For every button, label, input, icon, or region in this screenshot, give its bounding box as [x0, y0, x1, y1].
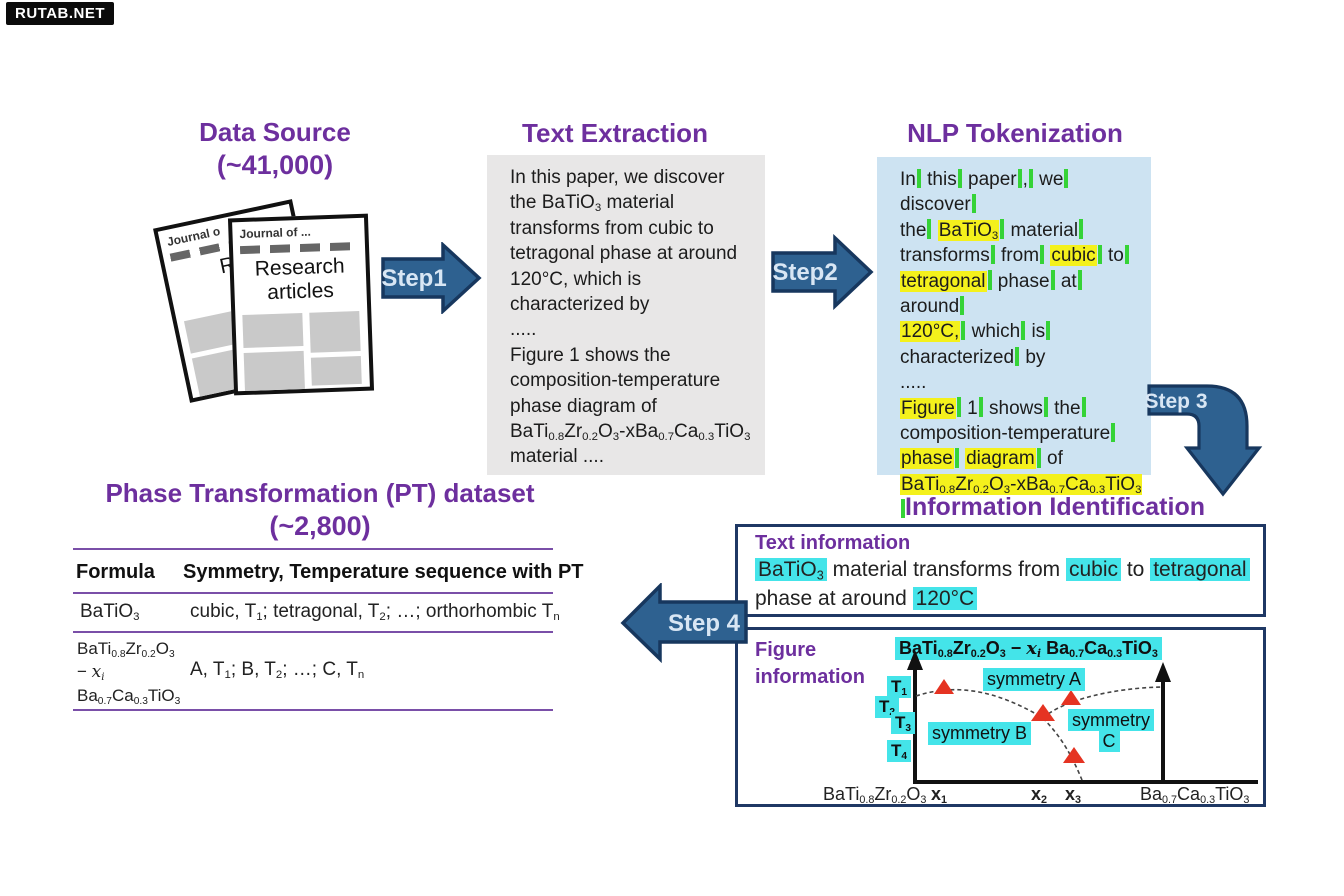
nlp-tokenization-title: NLP Tokenization	[907, 118, 1123, 148]
x-axis-right-formula: Ba0.7Ca0.3TiO3	[1140, 784, 1250, 807]
x-axis-label-x2: x2	[1031, 784, 1048, 807]
nlp-tokenization-box: In this paper, we discover the BaTiO3 mat…	[877, 157, 1151, 546]
text-information-line: phase at around 120°C	[755, 587, 978, 611]
text-extraction-line: In this paper, we discover	[510, 167, 725, 188]
journal-front-thumbnails	[242, 310, 363, 394]
nlp-tokenization-content: In this paper, we discover the BaTiO3 mat…	[900, 167, 1143, 548]
region-label-symmetry-c: symmetry C	[1068, 709, 1154, 752]
journal-front-header: Journal of ...	[239, 224, 312, 242]
data-source-title: Data Source	[199, 117, 351, 147]
text-extraction-line: composition-temperature	[510, 370, 721, 392]
nlp-tokenization-line: BaTi0.8Zr0.2O3-xBa0.7Ca0.3TiO3	[900, 472, 1143, 523]
text-information-line: BaTiO3 material transforms from cubic to…	[755, 558, 1250, 582]
nlp-tokenization-line: the BaTiO3 material	[900, 218, 1143, 243]
data-point-marker	[1031, 704, 1055, 721]
step1-label: Step1	[381, 265, 446, 292]
text-extraction-line: transforms from cubic to	[510, 217, 714, 239]
nlp-tokenization-line: In this paper, we discover	[900, 167, 1143, 218]
pt-dataset-count: (~2,800)	[269, 511, 371, 541]
text-extraction-line: the BaTiO3 material	[510, 192, 675, 215]
nlp-tokenization-line: Figure 1 shows the	[900, 396, 1143, 421]
x-axis-label-x1: x1	[931, 784, 948, 807]
data-point-marker	[934, 679, 954, 694]
step2-arrow: Step2	[771, 234, 874, 310]
step1-arrow: Step1	[381, 242, 482, 314]
data-point-marker	[1061, 690, 1081, 705]
x-axis-label-x3: x3	[1065, 784, 1082, 807]
thumbnail-block	[243, 350, 306, 394]
column-header-formula: Formula	[76, 561, 155, 583]
figure-title: BaTi0.8Zr0.2O3 − xi Ba0.7Ca0.3TiO3	[895, 637, 1162, 660]
text-extraction-line: material ....	[510, 446, 604, 468]
table-rule	[73, 709, 553, 711]
text-extraction-line: BaTi0.8Zr0.2O3-xBa0.7Ca0.3TiO3	[510, 421, 751, 444]
data-point-marker	[1063, 747, 1085, 763]
step4-label: Step 4	[668, 610, 741, 637]
text-extraction-box: In this paper, we discover the BaTiO3 mat…	[487, 155, 765, 475]
text-extraction-line: Figure 1 shows the	[510, 344, 671, 366]
nlp-tokenization-line: 120°C, which is	[900, 319, 1143, 344]
thumbnail-block	[309, 310, 361, 353]
boundary-curve	[1042, 717, 1083, 781]
table-rule	[73, 631, 553, 633]
region-label-symmetry-a: symmetry A	[983, 668, 1086, 691]
nlp-tokenization-line: transforms from cubic to	[900, 243, 1143, 268]
data-source-count: (~41,000)	[216, 150, 334, 180]
text-extraction-line: phase diagram of	[510, 395, 657, 417]
information-identification-title: Information Identification	[905, 493, 1205, 521]
boundary-curve	[1042, 686, 1163, 719]
step2-label: Step2	[772, 259, 837, 286]
figure-information-box: Figure information BaTi0.8Zr0.2O3 − xi B…	[735, 627, 1266, 807]
journal-front-divider	[239, 241, 359, 255]
text-extraction-title: Text Extraction	[522, 118, 708, 148]
region-label-symmetry-b: symmetry B	[928, 722, 1032, 745]
text-information-label: Text information	[755, 532, 911, 554]
text-information-box: Text information BaTiO3 material transfo…	[735, 524, 1266, 617]
figure-information-label: Figure information	[755, 639, 865, 688]
nlp-tokenization-line: tetragonal phase at around	[900, 269, 1143, 320]
nlp-tokenization-line: composition-temperature	[900, 421, 1143, 446]
text-extraction-line: 120°C, which is	[510, 268, 642, 290]
pt-dataset-title: Phase Transformation (PT) dataset	[105, 478, 535, 508]
table-cell-formula: BaTi0.8Zr0.2O3− xi Ba0.7Ca0.3TiO3	[77, 639, 181, 707]
table-cell-sequence: A, T1; B, T2; …; C, Tn	[190, 659, 365, 682]
left-axis-arrowhead	[907, 650, 923, 670]
thumbnail-block	[242, 312, 304, 349]
thumbnail-block	[310, 355, 362, 386]
nlp-tokenization-line: phase diagram of	[900, 448, 1063, 470]
column-header-sequence: Symmetry, Temperature sequence with PT	[183, 561, 584, 583]
boundary-curve	[915, 688, 1044, 719]
journal-front-title: Research articles	[254, 254, 346, 305]
watermark-badge: RUTAB.NET	[6, 2, 115, 25]
temperature-label-t3: T3	[891, 712, 916, 734]
temperature-label-t1: T1	[887, 676, 912, 698]
nlp-tokenization-line: .....	[900, 372, 927, 394]
text-extraction-line: characterized by	[510, 294, 650, 316]
step3-arrow: Step 3	[1145, 384, 1263, 497]
text-extraction-content: In this paper, we discover the BaTiO3 mat…	[510, 165, 757, 470]
nlp-tokenization-line: characterized by	[900, 346, 1046, 368]
text-extraction-line: tetragonal phase at around	[510, 243, 738, 265]
right-axis-arrowhead	[1155, 662, 1171, 682]
table-rule	[73, 592, 553, 594]
table-rule	[73, 548, 553, 550]
table-cell-formula: BaTiO3	[80, 601, 140, 624]
phase-diagram	[907, 650, 1258, 784]
journal-page-front: Journal of ... Research articles	[227, 213, 375, 396]
temperature-label-t4: T4	[887, 740, 912, 762]
text-extraction-line: .....	[510, 319, 537, 341]
step3-label: Step 3	[1145, 390, 1208, 413]
table-cell-sequence: cubic, T1; tetragonal, T2; …; orthorhomb…	[190, 601, 560, 624]
x-axis-left-formula: BaTi0.8Zr0.2O3	[823, 784, 927, 807]
step4-arrow: Step 4	[620, 583, 748, 663]
